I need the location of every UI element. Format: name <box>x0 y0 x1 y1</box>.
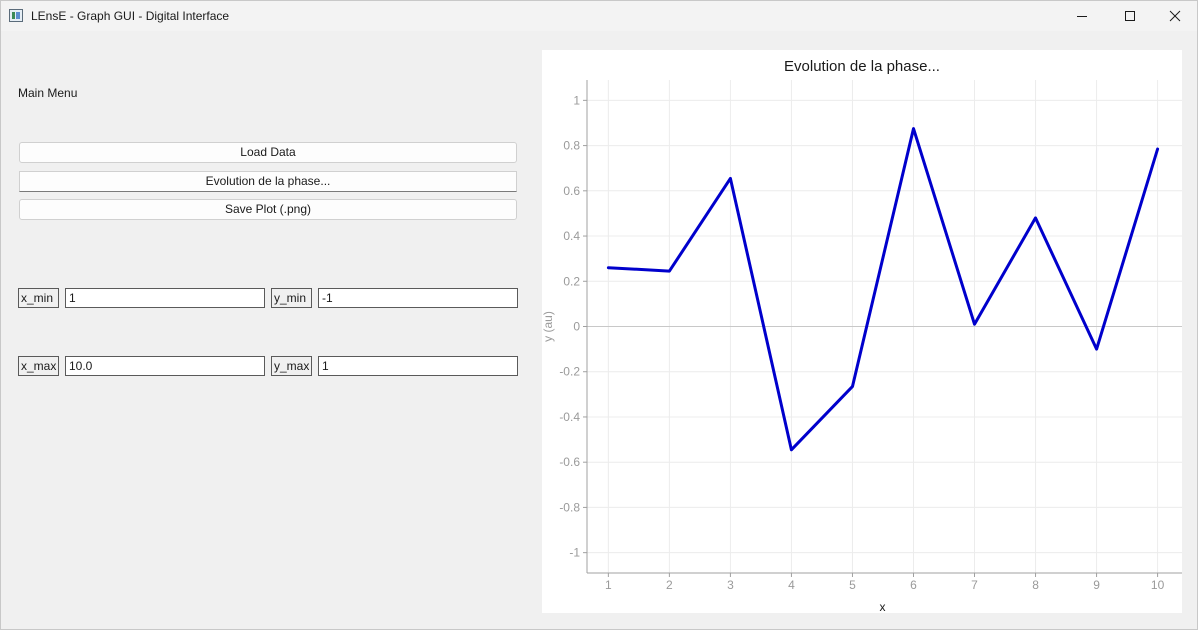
x-max-input[interactable] <box>65 356 265 376</box>
app-icon <box>9 9 23 22</box>
plot-title: Evolution de la phase... <box>784 58 940 75</box>
window-title: LEnsE - Graph GUI - Digital Interface <box>31 9 230 23</box>
x-tick-label: 7 <box>971 578 978 592</box>
data-point <box>668 269 671 273</box>
y-tick-label: 0.6 <box>563 184 580 198</box>
y-tick-label: -0.2 <box>559 365 580 379</box>
x-tick-label: 2 <box>666 578 673 592</box>
x-tick-label: 10 <box>1151 578 1165 592</box>
close-button[interactable] <box>1152 1 1198 31</box>
x-min-label: x_min <box>18 288 59 308</box>
x-tick-label: 1 <box>605 578 612 592</box>
main-menu-label: Main Menu <box>18 86 78 100</box>
evolution-phase-button[interactable]: Evolution de la phase... <box>19 171 517 192</box>
x-tick-label: 5 <box>849 578 856 592</box>
series-line <box>606 127 1160 452</box>
y-tick-label: -0.4 <box>559 410 580 424</box>
y-max-input[interactable] <box>318 356 518 376</box>
save-plot-button[interactable]: Save Plot (.png) <box>19 199 517 220</box>
y-tick-label: -1 <box>569 546 580 560</box>
y-min-label: y_min <box>271 288 312 308</box>
x-tick-label: 9 <box>1093 578 1100 592</box>
maximize-icon <box>1125 11 1135 21</box>
x-tick-label: 4 <box>788 578 795 592</box>
plot-panel[interactable]: Evolution de la phase... 1 2 3 4 5 6 7 8 9 10 -1 -0… <box>542 50 1182 613</box>
data-point <box>607 266 610 269</box>
data-point <box>1156 147 1159 151</box>
x-tick-label: 3 <box>727 578 734 592</box>
y-tick-label: 1 <box>573 93 580 107</box>
data-point <box>790 448 793 451</box>
data-point <box>912 127 915 130</box>
data-point <box>973 323 976 326</box>
y-tick-label: -0.6 <box>559 455 580 469</box>
y-axis-title: y (au) <box>542 311 555 342</box>
x-tick-label: 8 <box>1032 578 1039 592</box>
data-point <box>729 177 732 180</box>
load-data-button[interactable]: Load Data <box>19 142 517 163</box>
x-max-label: x_max <box>18 356 59 376</box>
data-point <box>851 385 854 388</box>
data-point <box>1034 216 1037 220</box>
y-max-label: y_max <box>271 356 312 376</box>
data-point <box>1095 347 1098 351</box>
minimize-button[interactable] <box>1059 1 1105 31</box>
y-tick-label: 0.8 <box>563 139 580 153</box>
x-tick-label: 6 <box>910 578 917 592</box>
title-bar[interactable]: LEnsE - Graph GUI - Digital Interface <box>1 1 1197 31</box>
maximize-button[interactable] <box>1107 1 1153 31</box>
y-tick-label: 0.4 <box>563 229 580 243</box>
close-icon <box>1169 10 1181 22</box>
y-min-input[interactable] <box>318 288 518 308</box>
y-tick-label: -0.8 <box>559 500 580 514</box>
x-axis-title: x <box>880 600 886 613</box>
line-chart[interactable]: 1 2 3 4 5 6 7 8 9 10 -1 -0.8 -0.6 -0.4 -0.2 0 0.2 0.4 0.6 0… <box>542 50 1182 613</box>
x-min-input[interactable] <box>65 288 265 308</box>
y-tick-label: 0 <box>573 320 580 334</box>
minimize-icon <box>1077 16 1087 17</box>
y-tick-label: 0.2 <box>563 274 580 288</box>
